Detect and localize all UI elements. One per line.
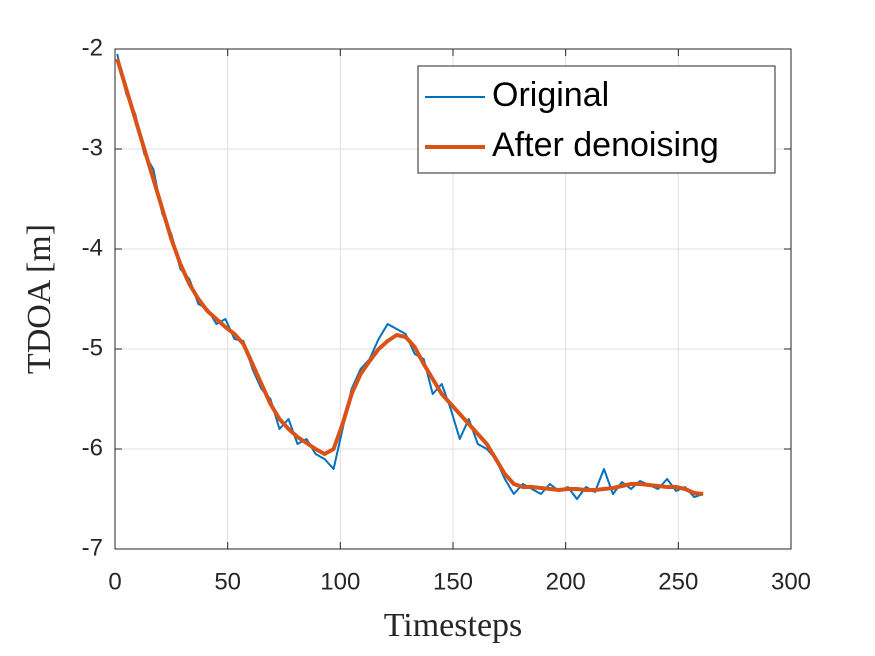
series-line bbox=[115, 58, 704, 496]
x-tick-label: 200 bbox=[546, 568, 586, 595]
y-tick-label: -2 bbox=[82, 34, 103, 61]
y-tick-label: -5 bbox=[82, 334, 103, 361]
x-axis-label: Timesteps bbox=[384, 607, 523, 644]
y-tick-label: -7 bbox=[82, 534, 103, 561]
x-tick-label: 100 bbox=[320, 568, 360, 595]
legend-label: After denoising bbox=[492, 126, 719, 164]
y-axis-label: TDOA [m] bbox=[21, 224, 58, 374]
x-tick-label: 300 bbox=[771, 568, 811, 595]
plot-lines bbox=[115, 53, 704, 500]
ticks: 0 50 100 150 200 250 300 -7 -6 -5 -4 -3 -2 bbox=[82, 34, 811, 595]
x-tick-label: 0 bbox=[108, 568, 121, 595]
y-tick-label: -6 bbox=[82, 434, 103, 461]
y-tick-label: -4 bbox=[82, 234, 103, 261]
x-tick-label: 150 bbox=[433, 568, 473, 595]
x-tick-label: 250 bbox=[658, 568, 698, 595]
y-tick-label: -3 bbox=[82, 134, 103, 161]
legend-box bbox=[417, 65, 776, 174]
legend: Original After denoising bbox=[417, 65, 776, 174]
legend-label: Original bbox=[492, 76, 609, 114]
x-tick-label: 50 bbox=[214, 568, 241, 595]
